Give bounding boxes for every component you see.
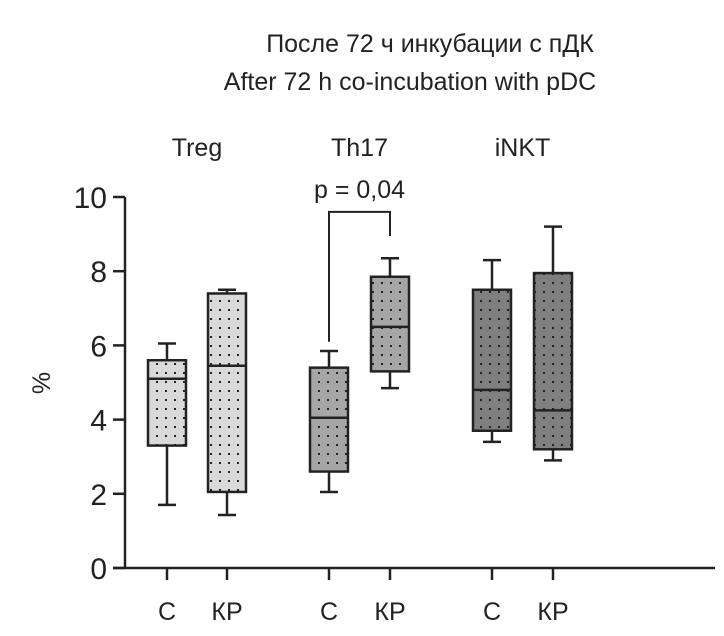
x-tick-label: КР <box>374 598 405 626</box>
chart-subtitle: After 72 h co-incubation with pDC <box>224 68 596 96</box>
y-tick-label: 10 <box>74 182 107 215</box>
y-tick-label: 8 <box>90 256 107 289</box>
x-tick-label: КР <box>211 598 242 626</box>
y-tick-label: 4 <box>90 405 107 438</box>
p-value-label: p = 0,04 <box>314 176 405 204</box>
box-outline <box>308 366 350 473</box>
chart-title: После 72 ч инкубации с пДК <box>266 30 594 58</box>
box-outline <box>206 292 248 494</box>
box-outline <box>369 275 411 373</box>
x-tick-label: C <box>483 598 501 626</box>
x-tick-label: C <box>158 598 176 626</box>
group-label: iNKT <box>495 134 551 162</box>
box-outline <box>532 271 574 451</box>
y-axis-label: % <box>28 372 56 394</box>
significance-bracket <box>328 210 391 342</box>
y-tick-label: 2 <box>90 479 107 512</box>
group-label: Th17 <box>331 134 388 162</box>
group-label: Treg <box>172 134 222 162</box>
x-tick-label: C <box>320 598 338 626</box>
box-outline <box>146 358 188 447</box>
box-outline <box>471 288 513 432</box>
x-tick-label: КР <box>537 598 568 626</box>
y-tick-label: 6 <box>90 330 107 363</box>
y-tick-label: 0 <box>90 553 107 586</box>
